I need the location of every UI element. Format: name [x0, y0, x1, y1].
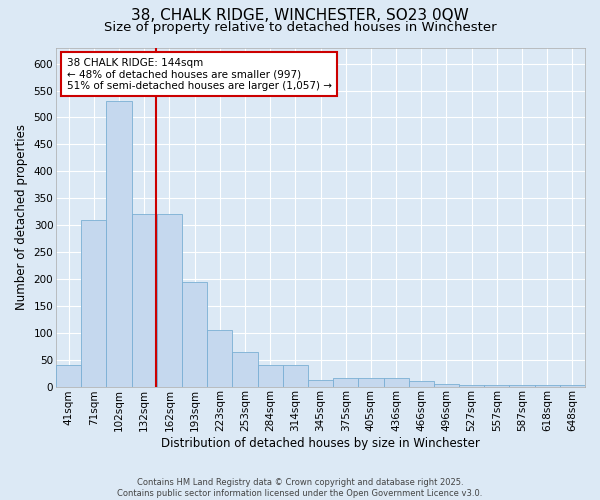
Bar [383, 378, 409, 386]
Bar [333, 378, 358, 386]
Bar [509, 385, 535, 386]
Bar [232, 352, 257, 386]
Bar [409, 381, 434, 386]
Bar [182, 282, 207, 387]
Bar [434, 384, 459, 386]
Text: 38, CHALK RIDGE, WINCHESTER, SO23 0QW: 38, CHALK RIDGE, WINCHESTER, SO23 0QW [131, 8, 469, 22]
Bar [459, 385, 484, 386]
Bar [535, 385, 560, 386]
Text: Size of property relative to detached houses in Winchester: Size of property relative to detached ho… [104, 21, 496, 34]
Text: 38 CHALK RIDGE: 144sqm
← 48% of detached houses are smaller (997)
51% of semi-de: 38 CHALK RIDGE: 144sqm ← 48% of detached… [67, 58, 332, 91]
Bar [131, 214, 157, 386]
Text: Contains HM Land Registry data © Crown copyright and database right 2025.
Contai: Contains HM Land Registry data © Crown c… [118, 478, 482, 498]
Y-axis label: Number of detached properties: Number of detached properties [15, 124, 28, 310]
Bar [358, 378, 383, 386]
Bar [106, 102, 131, 387]
Bar [81, 220, 106, 386]
Bar [207, 330, 232, 386]
Bar [308, 380, 333, 386]
Bar [484, 385, 509, 386]
Bar [157, 214, 182, 386]
Bar [283, 365, 308, 386]
X-axis label: Distribution of detached houses by size in Winchester: Distribution of detached houses by size … [161, 437, 480, 450]
Bar [257, 365, 283, 386]
Bar [560, 385, 585, 386]
Bar [56, 365, 81, 386]
